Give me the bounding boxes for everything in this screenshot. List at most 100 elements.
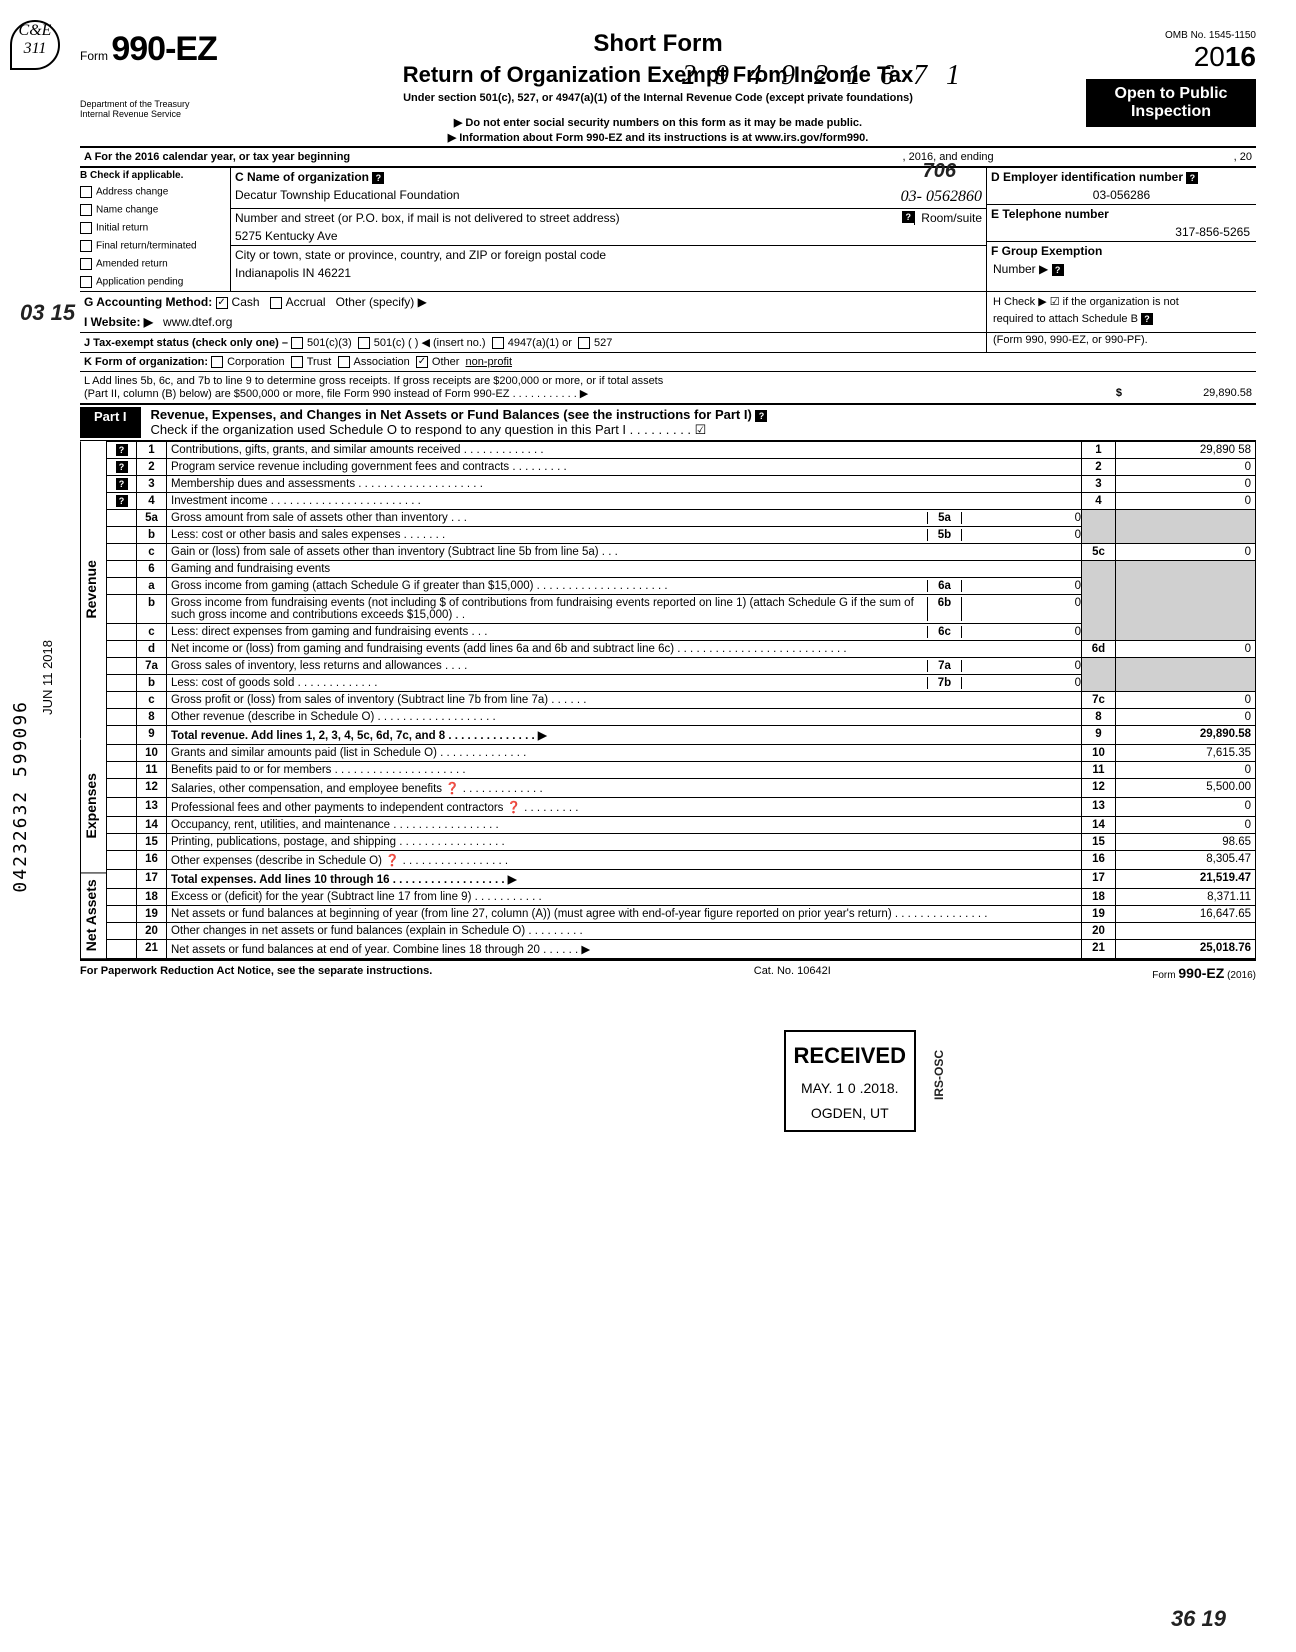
J-label: J Tax-exempt status (check only one) – — [84, 337, 288, 349]
part-i-header: Part I Revenue, Expenses, and Changes in… — [80, 403, 1256, 440]
G-label: G Accounting Method: — [84, 295, 212, 309]
note-ssn: ▶ Do not enter social security numbers o… — [240, 116, 1076, 129]
help-icon[interactable]: ? — [1186, 172, 1198, 184]
street-label: Number and street (or P.O. box, if mail … — [235, 211, 902, 225]
city-label: City or town, state or province, country… — [231, 245, 986, 264]
E-label: E Telephone number — [987, 204, 1256, 223]
check-address-change[interactable]: Address change — [80, 183, 230, 201]
note-info: ▶ Information about Form 990-EZ and its … — [240, 131, 1076, 144]
check-trust[interactable] — [291, 356, 303, 368]
handwritten-corner: C&E 311 — [10, 20, 60, 70]
website-value: www.dtef.org — [163, 315, 232, 329]
K-label: K Form of organization: — [84, 356, 208, 368]
check-accrual[interactable] — [270, 297, 282, 309]
help-icon[interactable]: ? — [902, 211, 914, 223]
C-name-label: C Name of organization ? — [231, 168, 986, 186]
check-501c3[interactable] — [291, 337, 303, 349]
check-final-return[interactable]: Final return/terminated — [80, 237, 230, 255]
form-prefix: Form — [80, 49, 108, 63]
check-assoc[interactable] — [338, 356, 350, 368]
line-6: 6 Gaming and fundraising events — [107, 561, 1256, 578]
check-application-pending[interactable]: Application pending — [80, 273, 230, 291]
line-15: 15Printing, publications, postage, and s… — [107, 834, 1256, 851]
main-grid: Revenue Expenses Net Assets ? 1 Contribu… — [80, 440, 1256, 959]
line-19: 19Net assets or fund balances at beginni… — [107, 906, 1256, 923]
L-block: L Add lines 5b, 6c, and 7b to line 9 to … — [80, 371, 1256, 403]
line-5c: c Gain or (loss) from sale of assets oth… — [107, 544, 1256, 561]
line-1: ? 1 Contributions, gifts, grants, and si… — [107, 442, 1256, 459]
check-other-org[interactable]: ✓ — [416, 356, 428, 368]
D-ein: 03-056286 — [987, 186, 1256, 204]
line-6d: d Net income or (loss) from gaming and f… — [107, 641, 1256, 658]
received-agency: IRS-OSC — [932, 1050, 946, 1100]
H-line2: required to attach Schedule B ? — [986, 312, 1256, 332]
omb-number: OMB No. 1545-1150 — [1086, 30, 1256, 41]
return-title: Return of Organization Exempt From Incom… — [240, 62, 1076, 88]
street-value: 5275 Kentucky Ave — [231, 227, 986, 245]
footer: For Paperwork Reduction Act Notice, see … — [80, 959, 1256, 981]
D-label: D Employer identification number — [991, 170, 1183, 184]
check-4947[interactable] — [492, 337, 504, 349]
handwritten-706: 706 — [923, 160, 956, 183]
check-initial-return[interactable]: Initial return — [80, 219, 230, 237]
help-icon[interactable]: ? — [755, 410, 767, 422]
check-corp[interactable] — [211, 356, 223, 368]
line-2: ?2 Program service revenue including gov… — [107, 459, 1256, 476]
handwritten-03-15: 03 15 — [20, 300, 75, 326]
help-icon[interactable]: ? — [1141, 313, 1153, 325]
ein-handwritten: 03- 0562860 — [901, 188, 982, 206]
check-cash[interactable]: ✓ — [216, 297, 228, 309]
line-16: 16Other expenses (describe in Schedule O… — [107, 851, 1256, 870]
check-527[interactable] — [578, 337, 590, 349]
org-name: Decatur Township Educational Foundation — [235, 188, 460, 206]
L-amount: 29,890.58 — [1122, 387, 1252, 400]
check-name-change[interactable]: Name change — [80, 201, 230, 219]
dept-treasury: Department of the Treasury Internal Reve… — [80, 99, 220, 119]
line-3: ?3 Membership dues and assessments . . .… — [107, 476, 1256, 493]
line-8: 8 Other revenue (describe in Schedule O)… — [107, 709, 1256, 726]
tax-year: 2016 — [1086, 41, 1256, 73]
H-block: H Check ▶ ☑ if the organization is not — [986, 292, 1256, 312]
line-12: 12Salaries, other compensation, and empl… — [107, 779, 1256, 798]
received-stamp: RECEIVED MAY. 1 0 .2018. OGDEN, UT — [784, 1030, 916, 1132]
tab-expenses: Expenses — [80, 739, 106, 873]
G-other: Other (specify) ▶ — [336, 295, 427, 309]
line-7c: c Gross profit or (loss) from sales of i… — [107, 692, 1256, 709]
open-inspection: Open to Public Inspection — [1086, 79, 1256, 127]
line-7a: 7a Gross sales of inventory, less return… — [107, 658, 1256, 675]
H-line3: (Form 990, 990-EZ, or 990-PF). — [986, 333, 1256, 352]
room-suite-label: Room/suite — [914, 211, 982, 225]
I-label: I Website: ▶ — [84, 315, 153, 329]
line-9: 9 Total revenue. Add lines 1, 2, 3, 4, 5… — [107, 726, 1256, 745]
form-number: 990-EZ — [111, 30, 217, 68]
line-10: 10Grants and similar amounts paid (list … — [107, 745, 1256, 762]
line-20: 20Other changes in net assets or fund ba… — [107, 923, 1256, 940]
side-stamp-code: 04232632 599096 — [10, 700, 31, 893]
E-phone: 317-856-5265 — [987, 223, 1256, 241]
org-info-block: B Check if applicable. Address change Na… — [80, 166, 1256, 291]
line-4: ?4 Investment income . . . . . . . . . .… — [107, 493, 1256, 510]
line-18: 18Excess or (deficit) for the year (Subt… — [107, 889, 1256, 906]
help-icon[interactable]: ? — [372, 172, 384, 184]
K-other-value: non-profit — [466, 356, 512, 368]
tab-revenue: Revenue — [80, 441, 106, 738]
F-number: Number ▶ — [993, 262, 1048, 276]
line-13: 13Professional fees and other payments t… — [107, 798, 1256, 817]
subtitle: Under section 501(c), 527, or 4947(a)(1)… — [240, 92, 1076, 104]
line-11: 11Benefits paid to or for members . . . … — [107, 762, 1256, 779]
check-501c[interactable] — [358, 337, 370, 349]
tab-netassets: Net Assets — [80, 873, 106, 959]
help-icon[interactable]: ? — [1052, 264, 1064, 276]
short-form-title: Short Form — [240, 30, 1076, 58]
line-14: 14Occupancy, rent, utilities, and mainte… — [107, 817, 1256, 834]
line-5a: 5a Gross amount from sale of assets othe… — [107, 510, 1256, 527]
line-A: A For the 2016 calendar year, or tax yea… — [80, 148, 1256, 166]
B-label: B Check if applicable. — [80, 168, 230, 183]
handwritten-bottom: 36 19 — [1171, 1606, 1226, 1632]
check-amended-return[interactable]: Amended return — [80, 255, 230, 273]
form-header: Form 990-EZ Department of the Treasury I… — [80, 30, 1256, 144]
F-label: F Group Exemption — [987, 241, 1256, 260]
city-value: Indianapolis IN 46221 — [231, 264, 986, 282]
line-21: 21Net assets or fund balances at end of … — [107, 940, 1256, 959]
line-17: 17Total expenses. Add lines 10 through 1… — [107, 870, 1256, 889]
